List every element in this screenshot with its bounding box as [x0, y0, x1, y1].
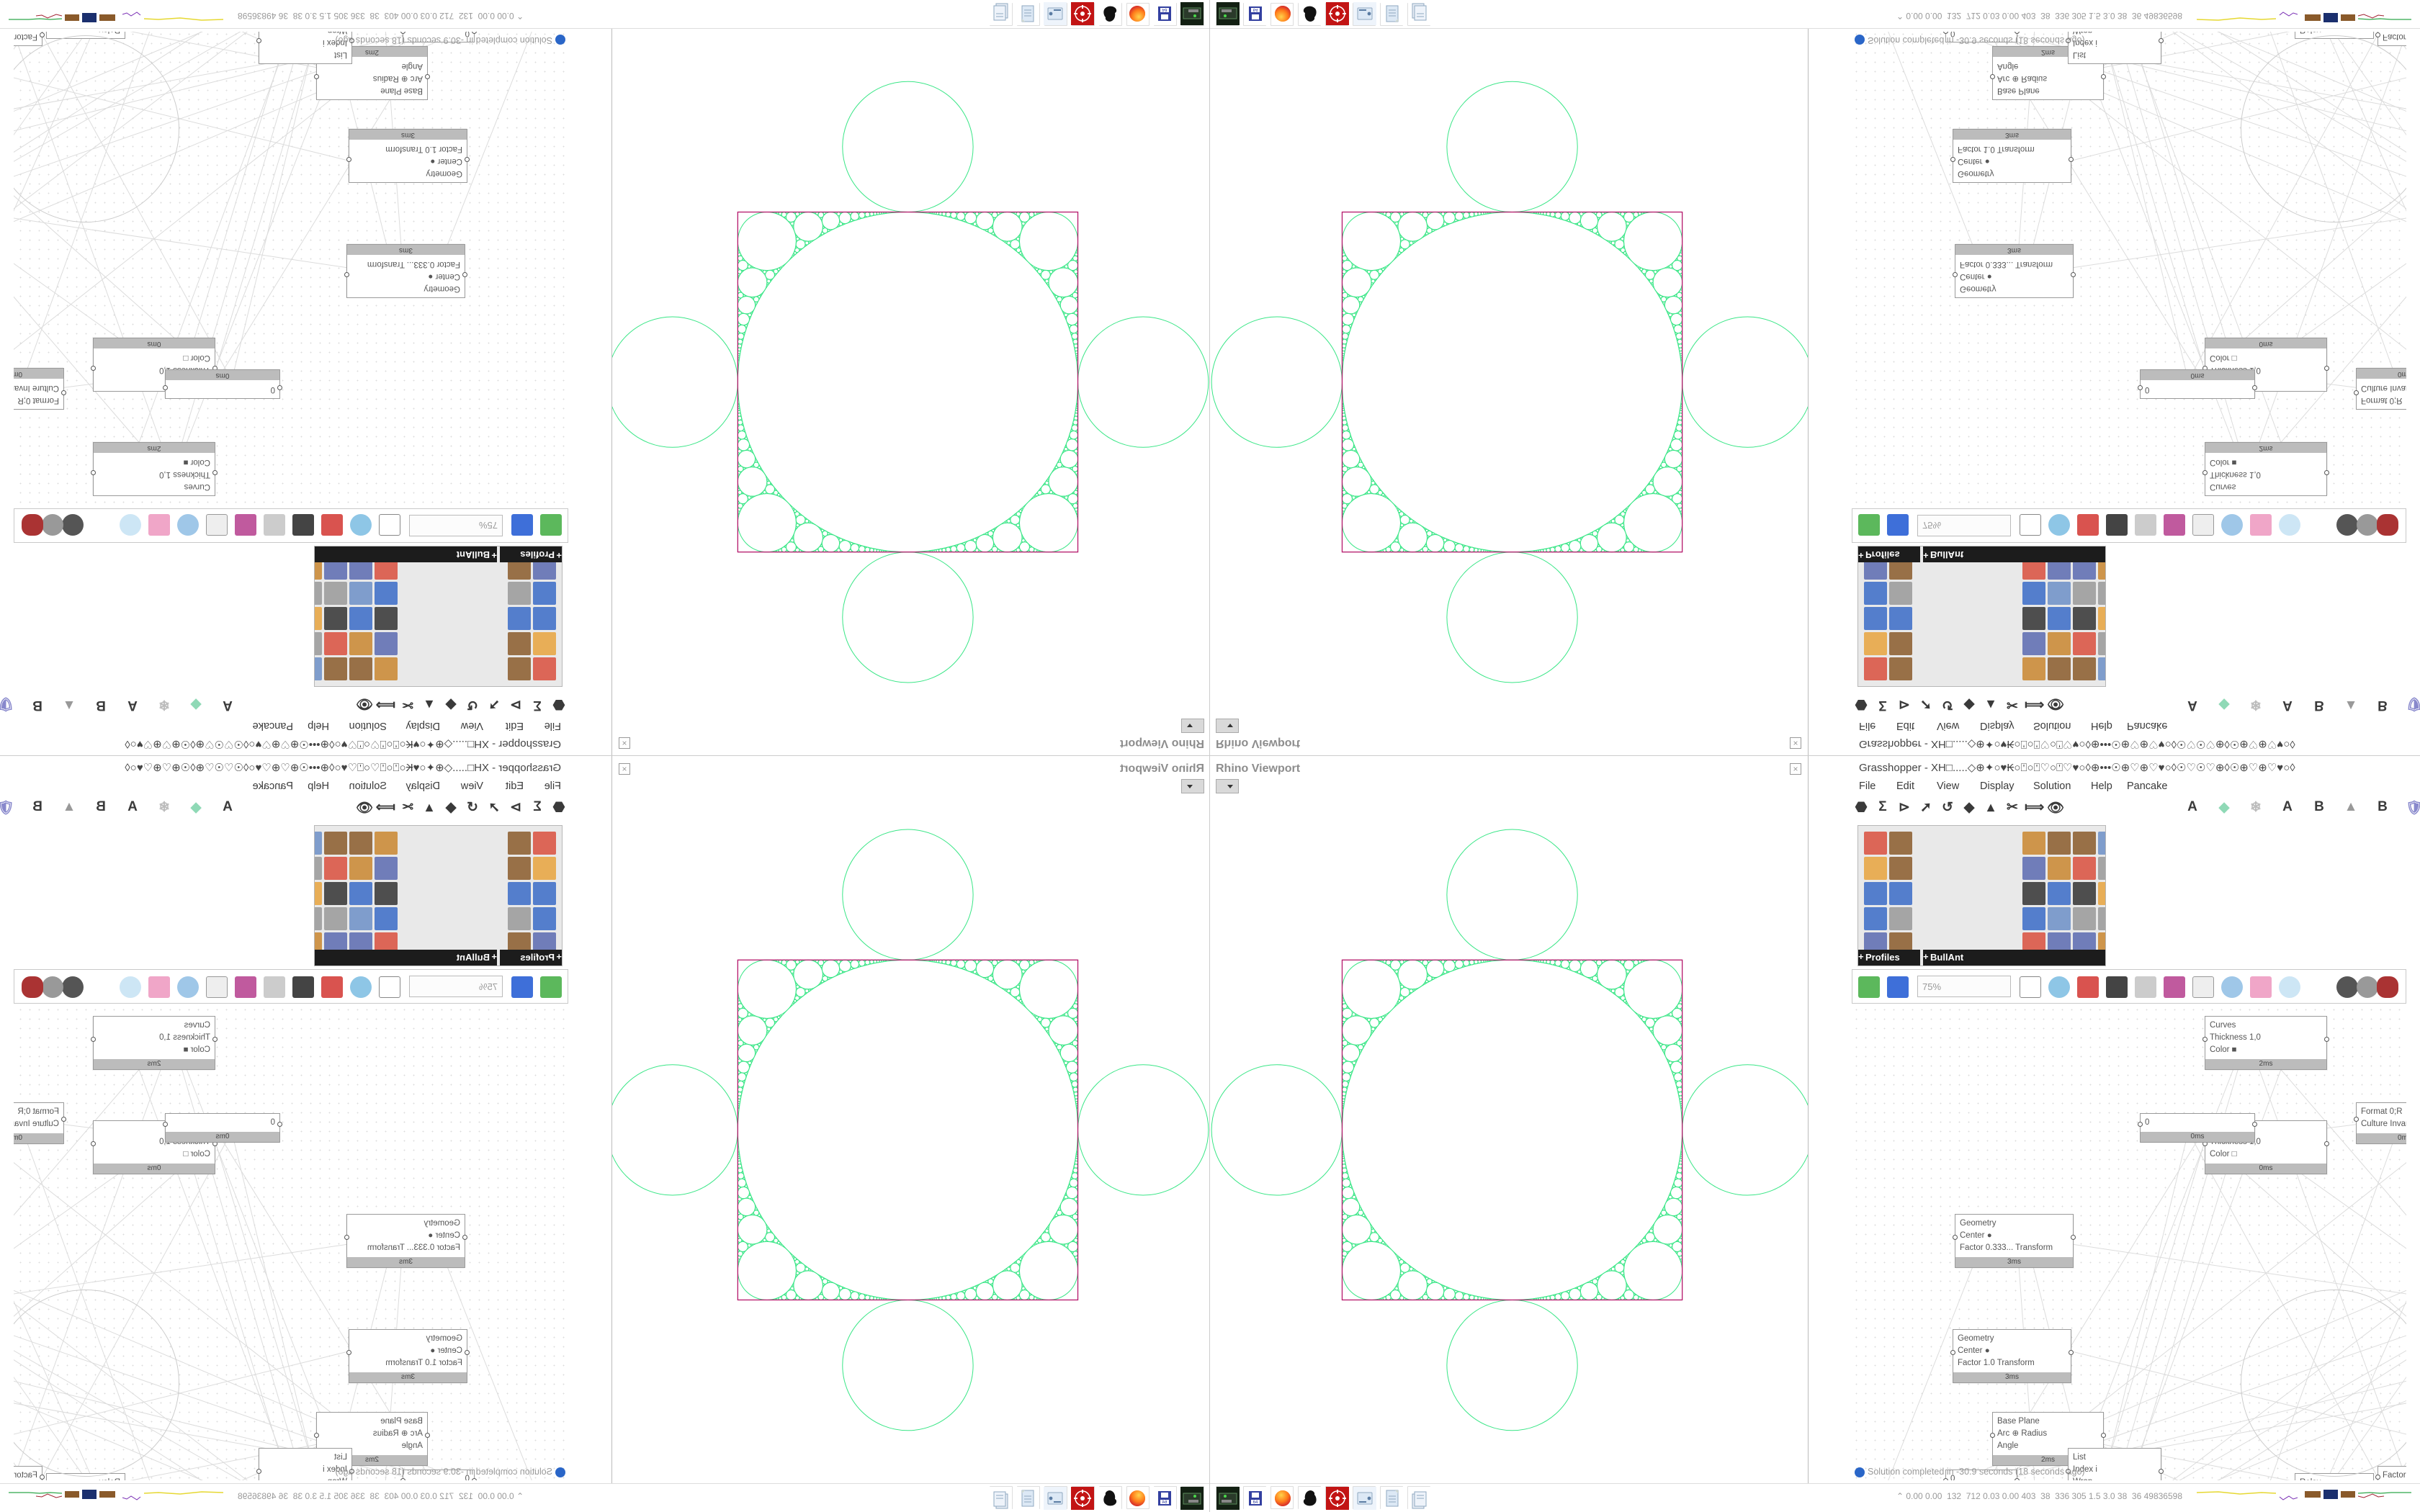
svg-text:64: 64	[1162, 1500, 1167, 1505]
svg-text:64: 64	[1253, 1500, 1258, 1505]
svg-text:64: 64	[1162, 7, 1167, 12]
svg-text:64: 64	[1253, 7, 1258, 12]
